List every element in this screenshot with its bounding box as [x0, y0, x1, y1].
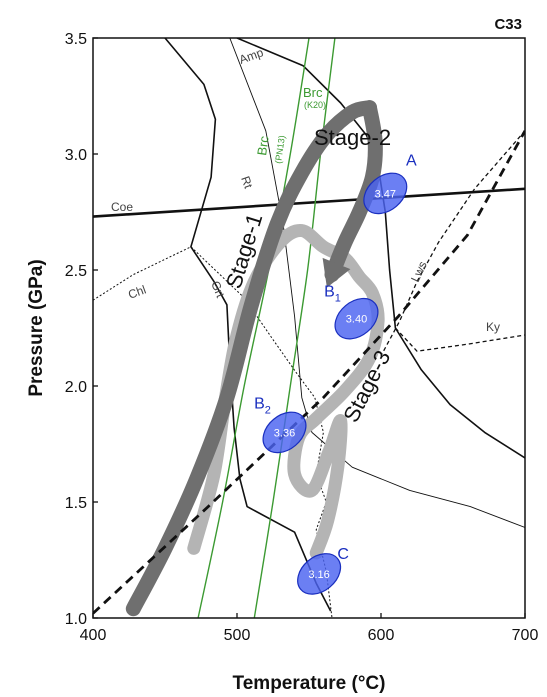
- y-tick-label: 2.0: [65, 379, 87, 396]
- y-tick-label: 3.5: [65, 31, 87, 48]
- label-coe: Coe: [111, 200, 133, 214]
- brucite-line-pn13: [197, 38, 310, 618]
- label-ky: Ky: [486, 320, 500, 334]
- label-chl: Chl: [126, 283, 148, 302]
- stage-2-arrowhead: [322, 257, 351, 288]
- y-axis-title: Pressure (GPa): [26, 259, 47, 396]
- pt-ellipse: [334, 297, 379, 340]
- label-brc-k20: Brc: [303, 85, 323, 100]
- y-tick-label: 2.5: [65, 263, 87, 280]
- x-axis-title: Temperature (°C): [233, 673, 386, 694]
- pt-estimate-a: 3.47 A: [363, 152, 417, 215]
- label-stage-2: Stage-2: [314, 125, 391, 150]
- pt-point-label: C: [337, 546, 349, 563]
- pt-point-label: B2: [254, 395, 271, 416]
- boundary-lws: [380, 130, 525, 357]
- panel-label: C33: [494, 16, 522, 33]
- label-grt: Grt: [208, 279, 227, 300]
- pt-value-label: 3.36: [274, 427, 295, 439]
- label-amp: Amp: [237, 45, 265, 67]
- pt-estimate-b1: 3.40 B1: [324, 284, 379, 340]
- plot-frame: [92, 37, 526, 619]
- label-brc-pn13: Brc: [254, 135, 272, 157]
- label-brc-pn13-ref: (PN13): [273, 135, 287, 165]
- pt-point-label: A: [406, 152, 417, 169]
- y-tick-label: 3.0: [65, 147, 87, 164]
- y-tick-label: 1.5: [65, 495, 87, 512]
- pt-estimate-c: 3.16 C: [297, 546, 349, 595]
- x-tick-label: 400: [80, 627, 107, 644]
- x-tick-label: 700: [512, 627, 539, 644]
- boundary-amp: [236, 38, 525, 459]
- x-tick-label: 600: [368, 627, 395, 644]
- pt-ellipse: [363, 172, 408, 215]
- boundary-coe: [93, 187, 525, 218]
- pt-point-label: B1: [324, 284, 341, 305]
- pt-value-label: 3.16: [308, 569, 329, 581]
- label-lws: Lws: [408, 259, 430, 284]
- boundary-grt: [164, 38, 332, 612]
- pt-value-label: 3.47: [375, 188, 396, 200]
- label-brc-k20-ref: (K20): [304, 100, 326, 110]
- x-tick-label: 500: [224, 627, 251, 644]
- pt-ellipse: [262, 411, 307, 454]
- pt-value-label: 3.40: [346, 314, 367, 326]
- label-rt: Rt: [238, 174, 255, 191]
- path-stage-1: [125, 100, 377, 617]
- boundary-ky: [394, 327, 525, 352]
- boundary-chl: [93, 246, 333, 618]
- y-tick-label: 1.0: [65, 611, 87, 628]
- pt-ellipse: [297, 553, 342, 595]
